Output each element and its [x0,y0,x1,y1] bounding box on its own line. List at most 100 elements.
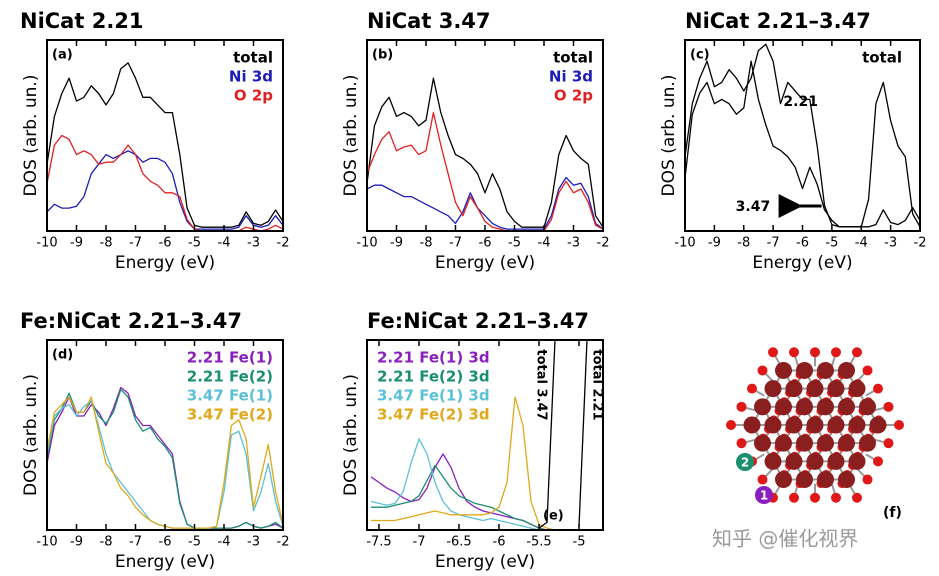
plot-lines [370,340,595,530]
nickel [785,452,803,470]
x-tick-label: -5 [825,236,838,251]
legend-label: 2.21 Fe(1) [187,349,273,367]
x-tick-label: -10 [36,535,57,550]
oxygen [810,492,820,503]
x-tick-label: -7 [767,236,780,251]
legend-label: 2.21 Fe(2) [187,368,273,386]
oxygen [736,438,747,449]
x-tick-label: -10 [674,236,695,251]
oxygen [768,347,778,358]
nickel [827,452,845,470]
oxygen [873,456,883,467]
oxygen [831,492,841,503]
x-tick-label: -2 [277,535,290,550]
x-tick-label: -7 [129,236,142,251]
y-axis-label: DOS (arb. un.) [21,374,41,496]
nickel [806,416,824,434]
oxygen [862,365,873,376]
nickel [817,361,834,379]
nickel [775,434,792,452]
chart-title: NiCat 3.47 [367,9,491,33]
x-tick-label: -7.5 [366,535,391,550]
atom-label: 1 [760,489,768,503]
x-tick-label: -9 [70,236,83,251]
x-tick-label: -6.5 [446,535,471,550]
x-tick-label: -5 [188,535,201,550]
x-tick-label: -3 [567,236,580,251]
nickel [869,416,887,434]
plot-lines [685,43,920,228]
series-line [367,111,603,231]
x-tick-label: -9 [708,236,721,251]
chart-title: NiCat 2.21 [20,9,144,33]
series-line [47,134,283,231]
y-axis-label: DOS (arb. un.) [341,75,361,197]
oxygen [862,474,873,485]
series-line [47,62,283,228]
nickel [796,471,813,489]
nickel [817,398,834,416]
oxygen [831,347,841,358]
legend-label: 2.21 Fe(1) 3d [377,349,490,367]
x-axis-label: Energy (eV) [435,552,535,572]
legend-label: O 2p [554,87,593,105]
panel-label: (f) [883,505,902,521]
x-axis-label: Energy (eV) [435,253,535,273]
x-tick-label: -5 [188,236,201,251]
series-line [685,43,920,228]
x-tick-label: -4 [538,236,551,251]
x-tick-label: -6 [796,236,809,251]
plot-frame [366,339,604,531]
nickel [796,434,813,452]
nickel [754,398,771,416]
oxygen [789,492,799,503]
nickel [848,452,866,470]
x-tick-label: -3 [247,535,260,550]
legend-label: Ni 3d [549,68,593,86]
chart-title: Fe:NiCat 2.21–3.47 [20,309,242,333]
legend-label: total [553,49,593,67]
nickel [838,434,855,452]
panel-label: (e) [543,509,564,524]
x-tick-label: -5 [573,535,586,550]
legend-label: total 3.47 [534,349,549,420]
x-tick-label: -7 [413,535,426,550]
nickel [838,398,855,416]
legend-label: total 2.21 [590,349,605,420]
legend-label: O 2p [234,87,273,105]
legend-label: Ni 3d [229,68,273,86]
x-axis-label: Energy (eV) [115,253,215,273]
x-tick-label: -6 [479,236,492,251]
x-tick-label: -8 [100,535,113,550]
oxygen [757,365,768,376]
nickel [817,471,834,489]
x-tick-label: -8 [100,236,113,251]
nickel [848,380,866,398]
oxygen [852,492,862,503]
nickel [827,380,845,398]
oxygen [726,420,736,430]
x-tick-label: -6 [159,236,172,251]
x-axis-label: Energy (eV) [752,253,852,273]
y-axis-label: DOS (arb. un.) [341,374,361,496]
x-tick-label: -4 [218,535,231,550]
panel-label: (c) [690,48,710,63]
x-tick-label: -2 [277,236,290,251]
x-tick-label: -5.5 [526,535,551,550]
structure: 12 [726,347,904,504]
nickel [859,434,876,452]
x-tick-label: -6 [159,535,172,550]
x-tick-label: -4 [855,236,868,251]
legend-label: 3.47 Fe(1) [187,387,273,405]
series-line [371,464,595,530]
series-line [371,396,595,530]
oxygen [852,347,862,358]
legend-label: 3.47 Fe(2) 3d [377,406,490,424]
series-line [685,60,920,228]
atom-label: 2 [741,456,749,470]
x-tick-label: -6 [493,535,506,550]
nickel [848,416,866,434]
oxygen [789,347,799,358]
oxygen [894,420,904,430]
series-label: 2.21 [783,94,818,110]
